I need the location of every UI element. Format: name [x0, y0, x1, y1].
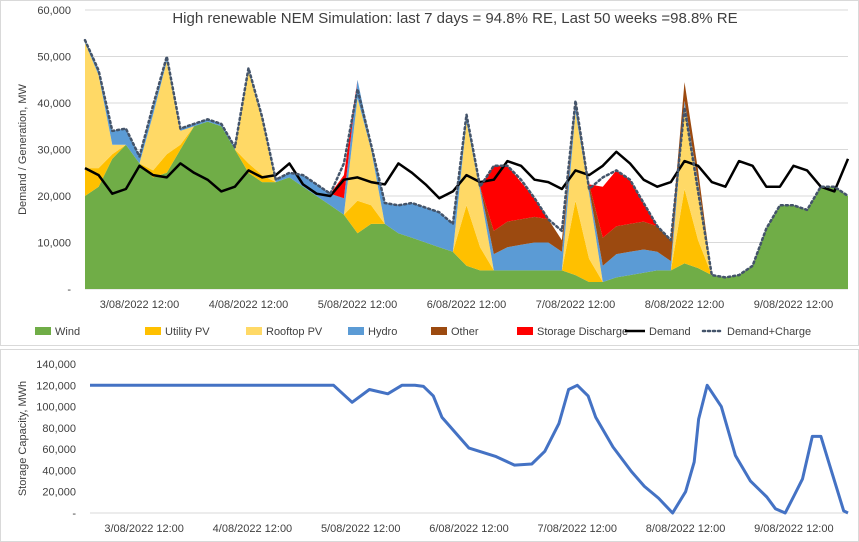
- legend-swatch: [35, 327, 51, 335]
- top-x-tick-label: 8/08/2022 12:00: [645, 299, 725, 311]
- top-x-tick-label: 9/08/2022 12:00: [754, 299, 834, 311]
- legend-label: Demand: [649, 326, 691, 338]
- bottom-y-tick-label: -: [72, 508, 76, 520]
- legend-swatch: [246, 327, 262, 335]
- top-y-tick-label: -: [67, 284, 71, 296]
- top-x-tick-label: 7/08/2022 12:00: [536, 299, 616, 311]
- bottom-y-tick-label: 100,000: [36, 402, 76, 414]
- bottom-x-tick-label: 3/08/2022 12:00: [104, 523, 184, 535]
- legend-label: Wind: [55, 326, 80, 338]
- top-x-tick-label: 5/08/2022 12:00: [318, 299, 398, 311]
- bottom-x-tick-label: 6/08/2022 12:00: [429, 523, 509, 535]
- top-x-tick-label: 3/08/2022 12:00: [100, 299, 180, 311]
- top-x-tick-label: 6/08/2022 12:00: [427, 299, 507, 311]
- legend-label: Hydro: [368, 326, 397, 338]
- legend-label: Demand+Charge: [727, 326, 811, 338]
- legend-swatch: [145, 327, 161, 335]
- legend-label: Rooftop PV: [266, 326, 323, 338]
- top-y-tick-label: 50,000: [37, 52, 71, 64]
- bottom-y-axis-label: Storage Capacity, MWh: [17, 381, 29, 496]
- area-wind: [85, 121, 848, 289]
- bottom-y-tick-label: 120,000: [36, 380, 76, 392]
- top-y-tick-label: 30,000: [37, 145, 71, 157]
- bottom-x-tick-label: 7/08/2022 12:00: [538, 523, 618, 535]
- bottom-x-tick-label: 4/08/2022 12:00: [213, 523, 293, 535]
- line-demand: [84, 150, 850, 200]
- legend-swatch: [517, 327, 533, 335]
- legend-swatch: [431, 327, 447, 335]
- legend-swatch: [348, 327, 364, 335]
- storage-capacity-line: [90, 383, 849, 515]
- chart-title: High renewable NEM Simulation: last 7 da…: [172, 10, 737, 27]
- area-other: [85, 40, 848, 278]
- bottom-x-tick-label: 8/08/2022 12:00: [646, 523, 726, 535]
- bottom-x-tick-label: 9/08/2022 12:00: [754, 523, 834, 535]
- bottom-y-tick-label: 20,000: [42, 487, 76, 499]
- top-x-tick-label: 4/08/2022 12:00: [209, 299, 289, 311]
- line-demand-charge: [83, 38, 850, 279]
- top-y-tick-label: 60,000: [37, 5, 71, 17]
- bottom-y-tick-label: 140,000: [36, 359, 76, 371]
- bottom-x-tick-label: 5/08/2022 12:00: [321, 523, 401, 535]
- area-utility-pv: [85, 121, 848, 282]
- top-y-tick-label: 10,000: [37, 238, 71, 250]
- legend-label: Storage Discharge: [537, 326, 628, 338]
- top-y-tick-label: 40,000: [37, 98, 71, 110]
- bottom-y-tick-label: 40,000: [42, 465, 76, 477]
- top-y-axis-label: Demand / Generation, MW: [17, 83, 29, 214]
- top-y-tick-label: 20,000: [37, 191, 71, 203]
- bottom-chart-frame: [0, 349, 859, 542]
- legend-label: Other: [451, 326, 479, 338]
- area-rooftop-pv: [85, 42, 848, 282]
- legend-label: Utility PV: [165, 326, 210, 338]
- bottom-y-tick-label: 80,000: [42, 423, 76, 435]
- bottom-y-tick-label: 60,000: [42, 444, 76, 456]
